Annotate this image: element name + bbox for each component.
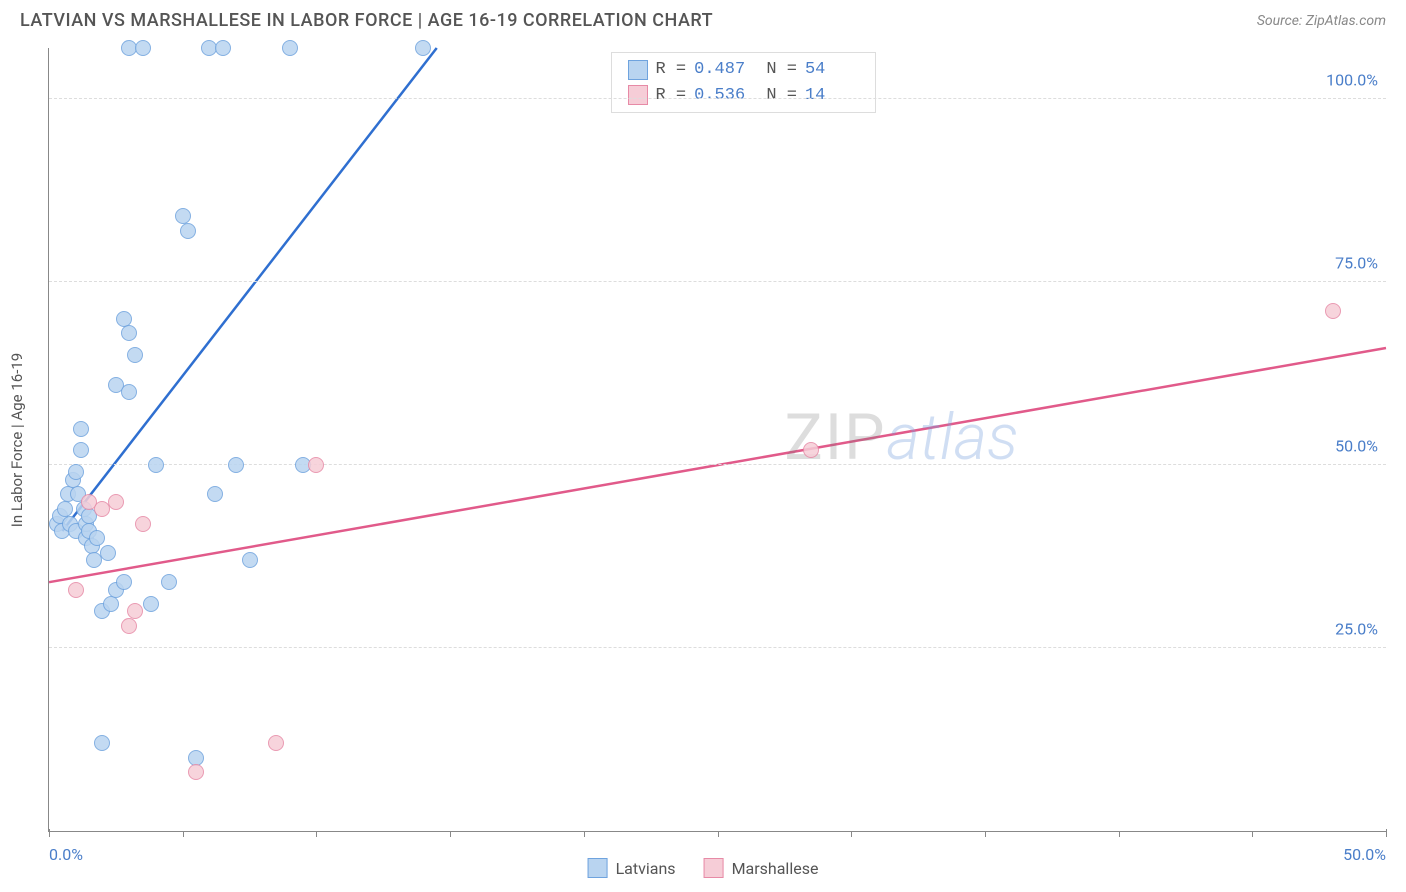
scatter-point bbox=[57, 501, 73, 517]
legend-label: Latvians bbox=[616, 859, 676, 878]
scatter-point bbox=[180, 223, 196, 239]
x-tick bbox=[450, 831, 451, 837]
x-tick bbox=[316, 831, 317, 837]
x-tick bbox=[183, 831, 184, 837]
scatter-point bbox=[148, 457, 164, 473]
legend-item: Latvians bbox=[588, 858, 676, 878]
x-tick bbox=[584, 831, 585, 837]
gridline bbox=[49, 464, 1386, 465]
scatter-point bbox=[803, 442, 819, 458]
series-legend: Latvians Marshallese bbox=[588, 858, 819, 878]
scatter-point bbox=[188, 750, 204, 766]
legend-stat-row: R =0.487 N =54 bbox=[628, 57, 859, 83]
x-tick bbox=[49, 829, 50, 837]
y-tick-label: 25.0% bbox=[1335, 620, 1378, 639]
scatter-point bbox=[100, 545, 116, 561]
y-tick-label: 100.0% bbox=[1326, 71, 1378, 90]
legend-swatch bbox=[704, 858, 724, 878]
scatter-point bbox=[228, 457, 244, 473]
scatter-point bbox=[308, 457, 324, 473]
scatter-point bbox=[89, 530, 105, 546]
legend-swatch bbox=[628, 85, 648, 105]
scatter-point bbox=[121, 618, 137, 634]
scatter-point bbox=[73, 442, 89, 458]
x-tick bbox=[985, 831, 986, 837]
legend-label: Marshallese bbox=[732, 859, 819, 878]
scatter-chart: In Labor Force | Age 16-19 ZIPatlas R =0… bbox=[48, 48, 1386, 832]
scatter-point bbox=[108, 494, 124, 510]
scatter-point bbox=[282, 40, 298, 56]
source-attribution: Source: ZipAtlas.com bbox=[1257, 13, 1386, 29]
scatter-point bbox=[1325, 303, 1341, 319]
scatter-point bbox=[415, 40, 431, 56]
scatter-point bbox=[116, 311, 132, 327]
legend-swatch bbox=[628, 60, 648, 80]
y-tick-label: 75.0% bbox=[1335, 254, 1378, 273]
trend-line bbox=[62, 48, 436, 531]
scatter-point bbox=[135, 40, 151, 56]
legend-swatch bbox=[588, 858, 608, 878]
scatter-point bbox=[143, 596, 159, 612]
scatter-point bbox=[68, 582, 84, 598]
gridline bbox=[49, 281, 1386, 282]
x-tick bbox=[1252, 831, 1253, 837]
gridline bbox=[49, 647, 1386, 648]
scatter-point bbox=[127, 603, 143, 619]
correlation-legend: R =0.487 N =54R =0.536 N =14 bbox=[611, 52, 876, 113]
y-axis-title: In Labor Force | Age 16-19 bbox=[8, 352, 26, 526]
scatter-point bbox=[121, 325, 137, 341]
x-tick-label: 0.0% bbox=[49, 845, 83, 864]
scatter-point bbox=[127, 347, 143, 363]
x-tick bbox=[1386, 829, 1387, 837]
trend-lines-layer bbox=[49, 48, 1386, 831]
scatter-point bbox=[135, 516, 151, 532]
x-tick bbox=[718, 831, 719, 837]
scatter-point bbox=[94, 735, 110, 751]
scatter-point bbox=[73, 421, 89, 437]
scatter-point bbox=[103, 596, 119, 612]
x-tick bbox=[1119, 831, 1120, 837]
scatter-point bbox=[207, 486, 223, 502]
scatter-point bbox=[175, 208, 191, 224]
scatter-point bbox=[268, 735, 284, 751]
gridline bbox=[49, 98, 1386, 99]
y-tick-label: 50.0% bbox=[1335, 437, 1378, 456]
scatter-point bbox=[242, 552, 258, 568]
x-tick bbox=[851, 831, 852, 837]
chart-title: LATVIAN VS MARSHALLESE IN LABOR FORCE | … bbox=[20, 10, 713, 31]
legend-item: Marshallese bbox=[704, 858, 819, 878]
scatter-point bbox=[188, 764, 204, 780]
scatter-point bbox=[116, 574, 132, 590]
scatter-point bbox=[215, 40, 231, 56]
scatter-point bbox=[121, 384, 137, 400]
x-tick-label: 50.0% bbox=[1343, 845, 1386, 864]
scatter-point bbox=[161, 574, 177, 590]
scatter-point bbox=[68, 464, 84, 480]
legend-stat-row: R =0.536 N =14 bbox=[628, 83, 859, 109]
